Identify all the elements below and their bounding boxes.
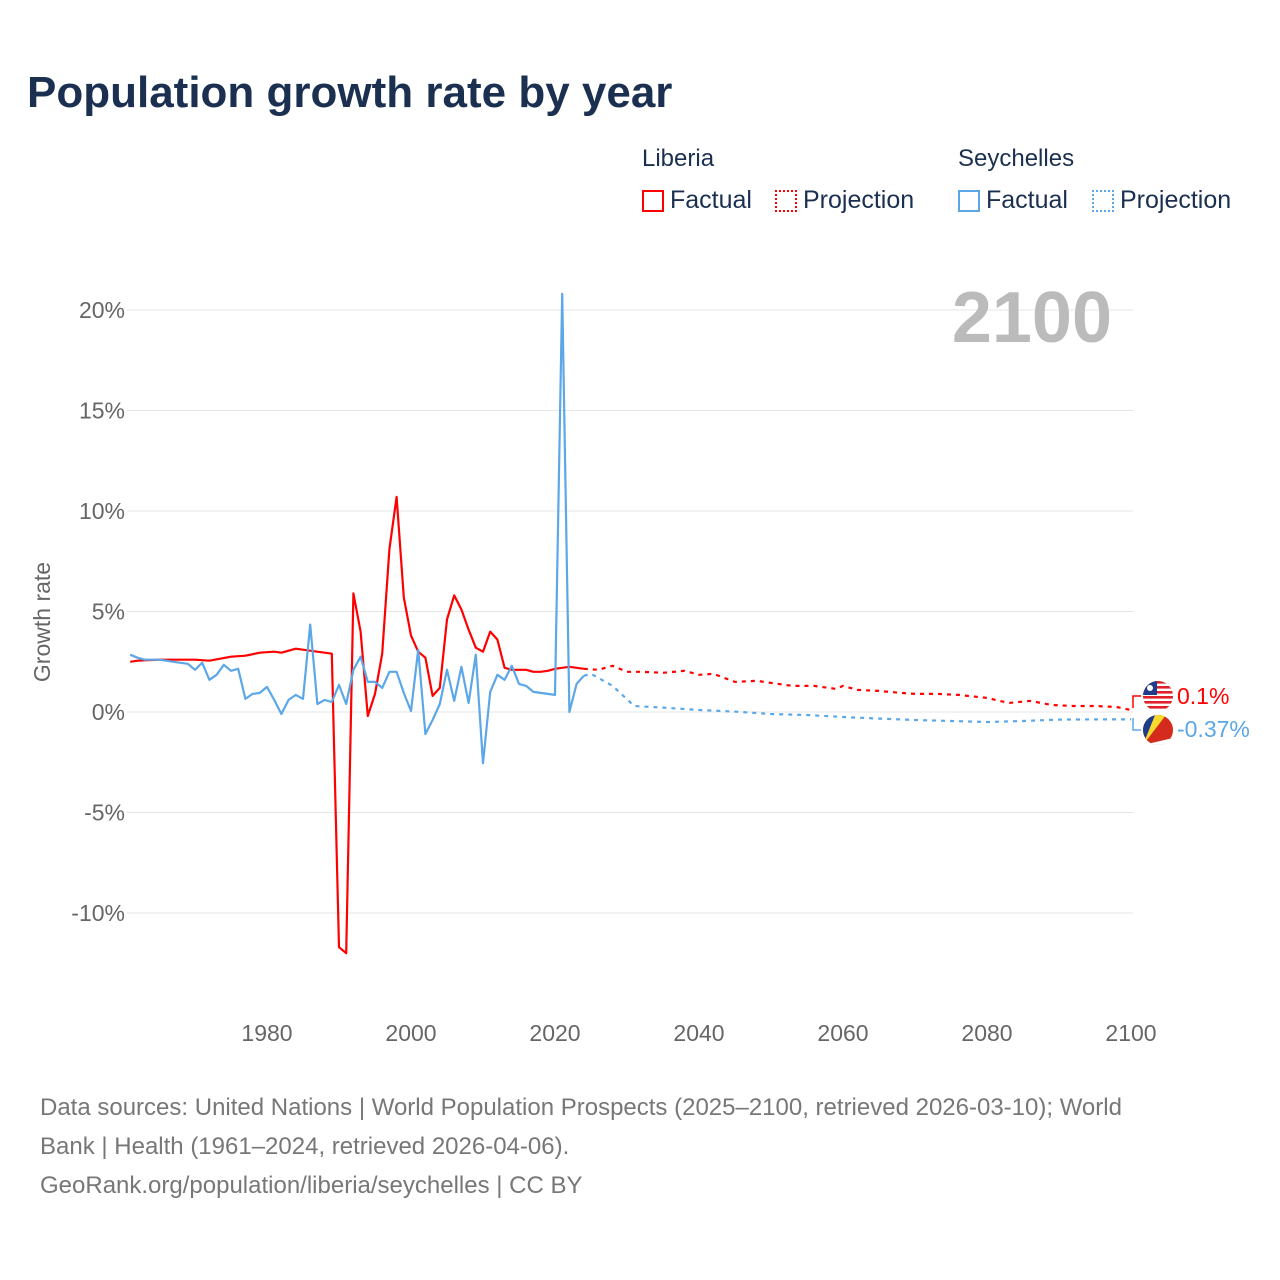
- legend-label: Projection: [1120, 186, 1232, 214]
- liberia-factual-line: [130, 495, 584, 955]
- legend-label: Factual: [986, 186, 1068, 214]
- x-tick-label: 2020: [529, 1020, 580, 1046]
- legend-label: Projection: [803, 186, 915, 214]
- footer: Data sources: United Nations | World Pop…: [40, 1088, 1240, 1205]
- y-tick-label: 15%: [79, 398, 125, 424]
- y-tick-label: 10%: [79, 498, 125, 524]
- legend-swatch: [642, 189, 664, 212]
- legend-seychelles-projection[interactable]: Projection: [1092, 186, 1231, 215]
- seychelles-end-label: -0.37%: [1177, 716, 1250, 742]
- footer-link[interactable]: GeoRank.org/population/liberia/seychelle…: [40, 1172, 583, 1199]
- y-tick-label: 20%: [79, 297, 125, 323]
- legend-label: Factual: [670, 186, 752, 214]
- footer-sources-2: Bank | Health (1961–2024, retrieved 2026…: [40, 1133, 570, 1160]
- y-tick-label: 0%: [92, 699, 125, 725]
- x-tick-label: 2060: [817, 1020, 868, 1046]
- x-tick-label: 2080: [961, 1020, 1012, 1046]
- liberia-connector: [1132, 695, 1141, 708]
- chart-plot: 20% 15% 10% 5% 0% -5% -10% 1980 2000 2020 2040 2060…: [29, 278, 1250, 1046]
- legend-seychelles-factual[interactable]: Factual: [958, 186, 1068, 215]
- legend-group-liberia: Liberia: [642, 145, 715, 172]
- legend-group-seychelles: Seychelles: [958, 145, 1075, 172]
- x-tick-label: 1980: [241, 1020, 292, 1046]
- y-tick-label: -10%: [71, 900, 125, 926]
- liberia-projection-line: [583, 664, 1132, 712]
- year-watermark: 2100: [952, 278, 1112, 358]
- y-tick-label: -5%: [84, 800, 125, 826]
- liberia-end-label: 0.1%: [1177, 683, 1229, 709]
- legend-swatch: [1092, 189, 1114, 212]
- x-tick-label: 2100: [1105, 1020, 1156, 1046]
- footer-sources-1: Data sources: United Nations | World Pop…: [40, 1094, 1122, 1121]
- seychelles-projection-line: [583, 672, 1131, 724]
- seychelles-flag-icon: [1143, 715, 1173, 745]
- legend-swatch: [958, 189, 980, 212]
- y-axis-label: Growth rate: [29, 562, 55, 682]
- legend-swatch: [775, 189, 797, 212]
- legend-liberia-factual[interactable]: Factual: [642, 186, 752, 215]
- x-tick-label: 2040: [673, 1020, 724, 1046]
- legend-liberia-projection[interactable]: Projection: [775, 186, 914, 215]
- liberia-flag-icon: [1143, 681, 1173, 711]
- seychelles-connector: [1132, 718, 1141, 731]
- y-tick-label: 5%: [92, 599, 125, 625]
- x-tick-label: 2000: [385, 1020, 436, 1046]
- chart-title: Population growth rate by year: [27, 68, 673, 117]
- seychelles-factual-line: [129, 292, 585, 765]
